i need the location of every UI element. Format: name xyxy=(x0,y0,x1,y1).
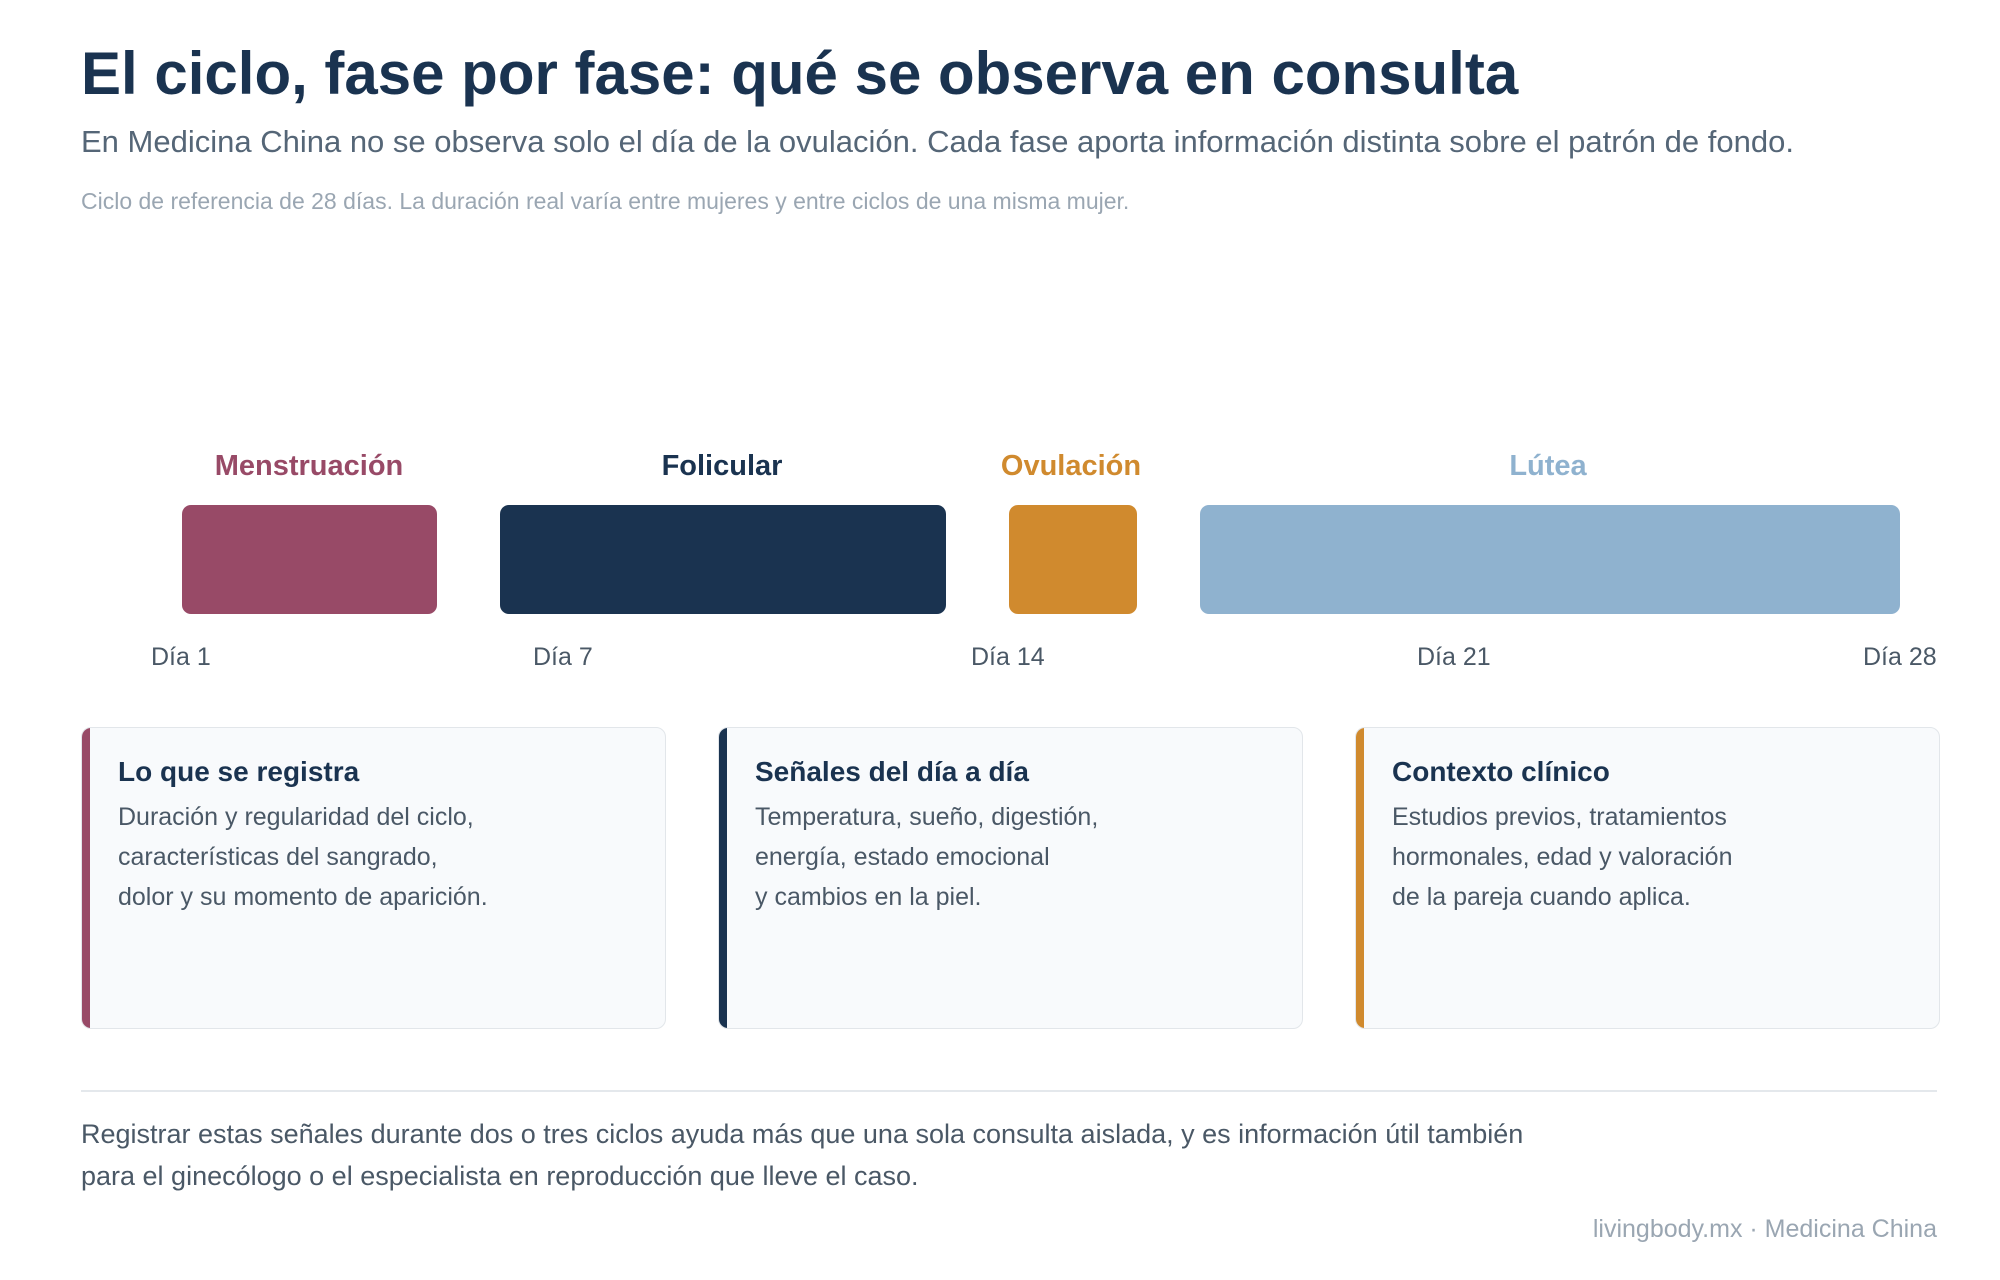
phase-bar-menstruacion xyxy=(182,505,437,614)
page-title: El ciclo, fase por fase: qué se observa … xyxy=(81,40,1519,107)
reference-note: Ciclo de referencia de 28 días. La durac… xyxy=(81,188,1130,214)
card-text-line: de la pareja cuando aplica. xyxy=(1392,883,1691,911)
day-tick-21: Día 21 xyxy=(1417,643,1491,671)
phase-label-ovulacion: Ovulación xyxy=(1000,450,1142,482)
phase-bar-lutea xyxy=(1200,505,1900,614)
phase-bar-ovulacion xyxy=(1009,505,1137,614)
card-text-line: Estudios previos, tratamientos xyxy=(1392,803,1727,831)
card-title: Señales del día a día xyxy=(755,756,1029,787)
phase-label-menstruacion: Menstruación xyxy=(214,450,404,482)
source-credit: livingbody.mx · Medicina China xyxy=(1592,1215,1937,1243)
card-accent-bar xyxy=(1356,728,1364,1028)
phase-label-folicular: Folicular xyxy=(661,450,783,482)
page-subtitle: En Medicina China no se observa solo el … xyxy=(81,124,1794,159)
footer-text-line: Registrar estas señales durante dos o tr… xyxy=(81,1119,1524,1149)
footer-text-line: para el ginecólogo o el especialista en … xyxy=(81,1161,919,1191)
day-tick-1: Día 1 xyxy=(151,643,211,671)
card-text-line: hormonales, edad y valoración xyxy=(1392,843,1733,871)
card-senales: Señales del día a día Temperatura, sueño… xyxy=(718,727,1303,1029)
card-contexto: Contexto clínico Estudios previos, trata… xyxy=(1355,727,1940,1029)
card-text-line: Duración y regularidad del ciclo, xyxy=(118,803,474,831)
card-text-line: y cambios en la piel. xyxy=(755,883,982,911)
card-accent-bar xyxy=(82,728,90,1028)
section-divider xyxy=(81,1090,1937,1092)
card-title: Contexto clínico xyxy=(1392,756,1610,787)
card-accent-bar xyxy=(719,728,727,1028)
card-text-line: dolor y su momento de aparición. xyxy=(118,883,488,911)
day-tick-14: Día 14 xyxy=(971,643,1045,671)
phase-label-lutea: Lútea xyxy=(1509,450,1587,482)
card-text-line: energía, estado emocional xyxy=(755,843,1050,871)
card-text-line: características del sangrado, xyxy=(118,843,438,871)
card-text-line: Temperatura, sueño, digestión, xyxy=(755,803,1099,831)
phase-bar-folicular xyxy=(500,505,946,614)
card-registro: Lo que se registra Duración y regularida… xyxy=(81,727,666,1029)
day-tick-28: Día 28 xyxy=(1863,643,1937,671)
day-tick-7: Día 7 xyxy=(533,643,593,671)
card-title: Lo que se registra xyxy=(118,756,360,787)
